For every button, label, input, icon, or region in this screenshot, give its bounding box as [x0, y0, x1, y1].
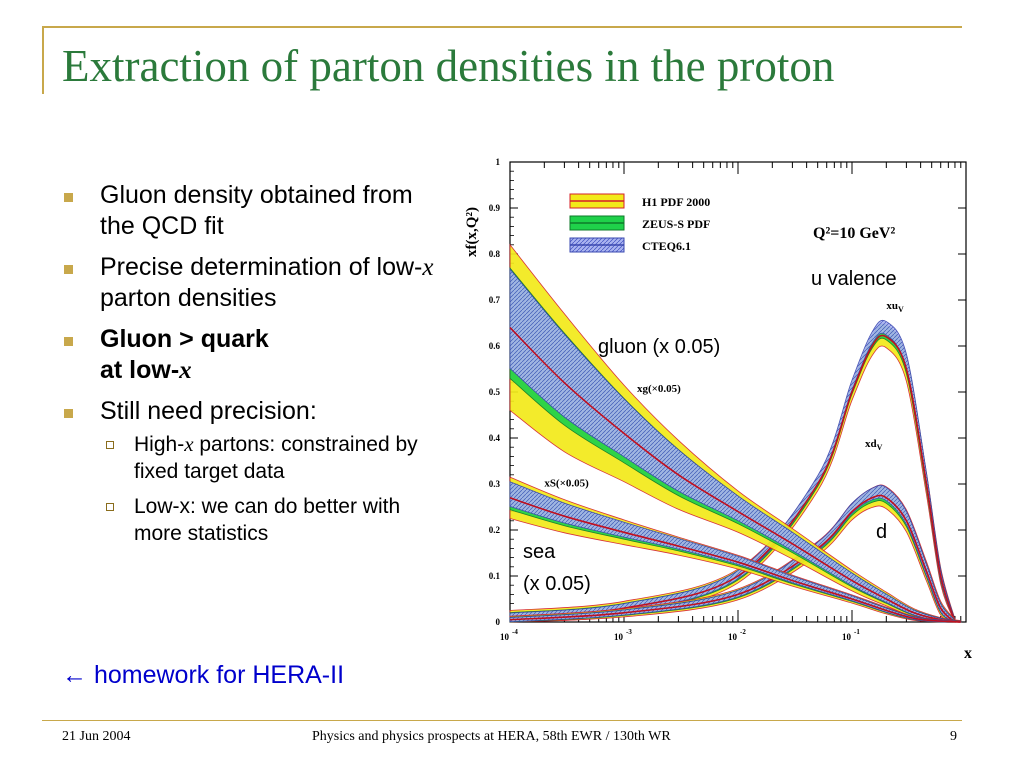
bullet-square-icon [64, 265, 73, 274]
bullet-list: Gluon density obtained from the QCD fit … [62, 180, 452, 557]
x-tick-label: 10 [500, 632, 510, 642]
x-tick-label-exponent: -4 [512, 628, 518, 636]
y-tick-label: 0.6 [489, 341, 501, 351]
x-axis-label: x [964, 645, 972, 662]
bullet-item: Precise determination of low-x parton de… [62, 252, 452, 314]
sub-bullet-text-post: partons: constrained by fixed target dat… [134, 433, 418, 483]
sub-bullet-text-em: x [184, 432, 194, 456]
bullet-text-pre: Precise determination of low- [100, 253, 423, 281]
curve-xgx [509, 327, 961, 623]
x-tick-label: 10 [728, 632, 738, 642]
slide-title: Extraction of parton densities in the pr… [62, 41, 835, 91]
y-tick-label: 0.9 [489, 203, 501, 213]
sub-bullet-text: Low-x: we can do better with more statis… [134, 495, 401, 545]
y-tick-label: 0.4 [489, 433, 501, 443]
sub-bullet-list: High-x partons: constrained by fixed tar… [100, 431, 452, 547]
curve-label: xdV [865, 438, 883, 452]
title-frame-top [42, 26, 962, 28]
sub-bullet-item: High-x partons: constrained by fixed tar… [100, 431, 452, 485]
x-tick-label-exponent: -1 [854, 628, 860, 636]
legend-label: ZEUS-S PDF [642, 217, 710, 231]
sub-bullet-text-pre: High- [134, 433, 185, 456]
y-tick-label: 0.5 [489, 387, 501, 397]
y-tick-label: 0.1 [489, 571, 501, 581]
curve-label: xS(×0.05) [544, 477, 589, 489]
bullet-text-line1: Gluon > quark [100, 325, 269, 353]
annotation-gluon: gluon (x 0.05) [598, 336, 721, 358]
bullet-text-em: x [179, 357, 192, 384]
bullet-item: Gluon > quark at low-x [62, 324, 452, 386]
bullet-square-icon [64, 409, 73, 418]
legend-label: H1 PDF 2000 [642, 195, 710, 209]
annotation-sea: sea [523, 541, 556, 563]
curve-label-subscript: V [898, 305, 904, 314]
homework-note: ← homework for HERA-II [62, 661, 344, 690]
x-tick-label: 10 [614, 632, 624, 642]
bullet-text-post: parton densities [100, 284, 277, 312]
left-arrow-icon: ← [62, 661, 87, 689]
x-tick-label: 10 [842, 632, 852, 642]
bullet-text-line2: at low- [100, 356, 180, 384]
bullet-square-icon [64, 337, 73, 346]
curve-xuv [509, 334, 956, 623]
bullet-text: Gluon density obtained from the QCD fit [100, 181, 413, 240]
bullet-text: Still need precision: [100, 397, 317, 425]
legend-label: CTEQ6.1 [642, 239, 691, 253]
footer-date: 21 Jun 2004 [62, 729, 131, 744]
y-tick-label: 1 [496, 157, 501, 167]
bullet-item: Gluon density obtained from the QCD fit [62, 180, 452, 242]
sub-bullet-box-icon [106, 441, 114, 449]
title-frame-left [42, 26, 44, 94]
y-tick-label: 0.8 [489, 249, 501, 259]
y-tick-label: 0.3 [489, 479, 501, 489]
curve-label-subscript: V [877, 443, 883, 452]
bullet-text-em: x [422, 254, 434, 281]
y-tick-label: 0.7 [489, 295, 501, 305]
annotation-sea-scale: (x 0.05) [523, 573, 591, 595]
y-tick-label: 0.2 [489, 525, 501, 535]
footer-title: Physics and physics prospects at HERA, 5… [312, 729, 671, 744]
y-tick-label: 0 [496, 617, 501, 627]
footer-page-number: 9 [950, 729, 957, 744]
q2-label: Q²=10 GeV² [813, 225, 895, 242]
curve-label: xuV [886, 300, 904, 314]
footer-divider [42, 720, 962, 721]
sub-bullet-box-icon [106, 503, 114, 511]
annotation-d: d [876, 521, 888, 543]
annotation-u-valence: u valence [811, 268, 897, 290]
y-axis-label: xf(x,Q²) [464, 207, 480, 257]
bullet-item: Still need precision: High-x partons: co… [62, 396, 452, 547]
x-tick-label-exponent: -3 [626, 628, 632, 636]
curve-label: xg(×0.05) [637, 383, 681, 395]
homework-text: homework for HERA-II [93, 661, 345, 689]
curve-xdv [509, 494, 956, 623]
sub-bullet-item: Low-x: we can do better with more statis… [100, 493, 452, 547]
curve-xsx [509, 497, 961, 623]
bullet-square-icon [64, 193, 73, 202]
x-tick-label-exponent: -2 [740, 628, 746, 636]
